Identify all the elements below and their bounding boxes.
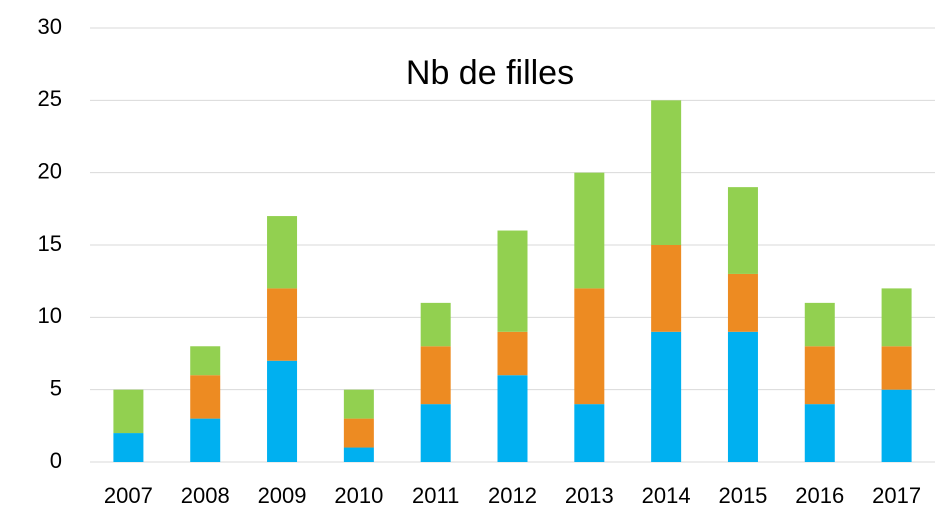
chart-title: Nb de filles [406,54,574,92]
bar-segment [343,389,374,419]
x-tick-label: 2008 [181,483,230,508]
y-tick-label: 15 [38,231,62,256]
bar-segment [804,346,835,405]
x-tick-label: 2016 [795,483,844,508]
bar-segment [804,404,835,462]
bar-segment [267,216,298,289]
bar-segment [343,447,374,462]
y-tick-label: 10 [38,303,62,328]
bar-segment [497,375,528,462]
bar-segment [574,404,605,462]
bar-segment [420,346,451,405]
bar-segment [727,273,758,332]
x-tick-label: 2015 [718,483,767,508]
x-tick-label: 2017 [872,483,921,508]
x-tick-label: 2012 [488,483,537,508]
bar-segment [881,389,912,462]
bar-segment [420,302,451,347]
bar-segment [574,172,605,289]
bar-segment [267,360,298,462]
bar-segment [113,389,144,434]
bar-segment [497,331,528,376]
y-tick-label: 5 [50,375,62,400]
bar-segment [727,331,758,462]
bar-segment [651,331,682,462]
bar-segment [651,245,682,332]
bar-segment [804,302,835,347]
bar-segment [881,288,912,347]
bar-segment [190,418,221,462]
x-tick-label: 2010 [334,483,383,508]
bar-segment [190,375,221,419]
bar-segment [190,346,221,376]
y-tick-label: 30 [38,14,62,39]
bar-segment [574,288,605,405]
y-tick-label: 25 [38,86,62,111]
bar-segment [727,187,758,274]
bar-segment [497,230,528,332]
x-tick-label: 2014 [642,483,691,508]
bar-segment [113,433,144,462]
bar-segment [267,288,298,361]
x-tick-label: 2013 [565,483,614,508]
bar-segment [343,418,374,448]
bar-segment [420,404,451,462]
y-tick-label: 20 [38,158,62,183]
y-tick-label: 0 [50,448,62,473]
x-tick-label: 2011 [412,483,459,508]
x-tick-label: 2009 [258,483,307,508]
bar-segment [651,100,682,245]
bar-segment [881,346,912,390]
x-tick-label: 2007 [104,483,153,508]
